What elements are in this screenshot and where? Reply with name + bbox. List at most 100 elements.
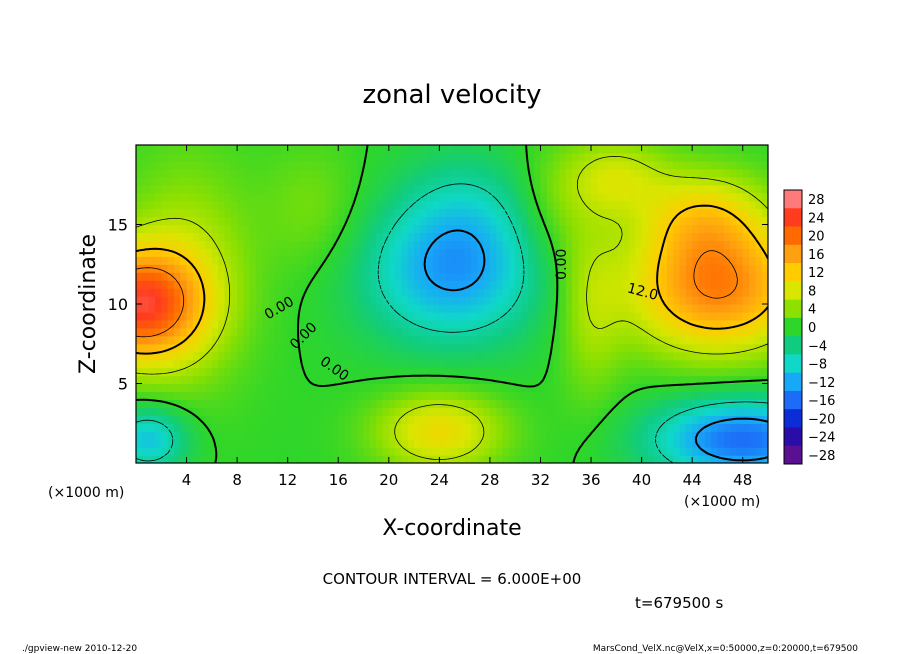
heat-cell (521, 375, 529, 385)
heat-cell (186, 256, 194, 265)
heat-cell (148, 335, 156, 345)
heat-cell (572, 359, 579, 369)
heat-cell (180, 415, 188, 424)
heat-cell (692, 359, 700, 369)
heat-cell (376, 280, 384, 289)
heat-cell (635, 184, 643, 194)
heat-cell (572, 447, 579, 456)
heat-cell (268, 208, 276, 218)
heat-cell (148, 447, 156, 456)
heat-cell (287, 319, 295, 329)
heat-cell (388, 359, 396, 369)
heat-cell (679, 200, 687, 210)
heat-cell (565, 359, 573, 369)
heat-cell (426, 168, 434, 178)
heat-cell (426, 256, 434, 265)
heat-cell (711, 160, 719, 170)
heat-cell (673, 232, 681, 241)
heat-cell (515, 240, 523, 249)
heat-cell (142, 176, 150, 186)
heat-cell (395, 160, 403, 170)
heat-cell (711, 152, 719, 162)
heat-cell (154, 296, 162, 305)
heat-cell (401, 335, 409, 345)
heat-cell (287, 160, 295, 170)
heat-cell (477, 383, 485, 393)
heat-cell (237, 439, 245, 448)
heat-cell (142, 351, 150, 361)
heat-cell (369, 311, 377, 321)
heat-cell (458, 296, 466, 305)
heat-cell (281, 288, 289, 297)
heat-cell (154, 351, 162, 361)
heat-cell (723, 280, 731, 289)
heat-cell (262, 192, 270, 202)
heat-cell (218, 200, 226, 210)
heat-cell (755, 319, 763, 329)
heat-cell (483, 240, 491, 249)
heat-cell (420, 399, 428, 408)
heat-cell (654, 391, 662, 400)
heat-cell (154, 272, 162, 281)
heat-cell (439, 256, 447, 265)
heat-cell (173, 232, 181, 241)
heat-cell (508, 168, 516, 178)
heat-cell (711, 319, 719, 329)
heat-cell (622, 160, 630, 170)
heat-cell (736, 224, 744, 234)
heat-cell (319, 256, 327, 265)
heat-cell (237, 455, 245, 463)
heat-cell (692, 224, 700, 234)
heat-cell (521, 455, 529, 463)
heat-cell (154, 160, 162, 170)
heat-cell (401, 351, 409, 361)
heat-cell (186, 240, 194, 249)
heat-cell (761, 311, 768, 321)
heat-cell (306, 327, 314, 337)
heat-cell (515, 296, 523, 305)
heat-cell (363, 335, 371, 345)
heat-cell (616, 184, 624, 194)
heat-cell (635, 192, 643, 202)
heat-cell (565, 391, 573, 400)
heat-cell (344, 351, 352, 361)
heat-cell (262, 304, 270, 313)
heat-cell (572, 407, 579, 416)
heat-cell (597, 288, 605, 297)
heat-cell (192, 200, 200, 210)
heat-cell (439, 375, 447, 385)
heat-cell (256, 367, 263, 377)
heat-cell (654, 152, 662, 162)
heat-cell (515, 304, 523, 313)
heat-cell (647, 304, 655, 313)
heat-cell (622, 296, 630, 305)
heat-cell (578, 208, 586, 218)
heat-cell (508, 423, 516, 432)
heat-cell (186, 208, 194, 218)
heat-cell (338, 391, 346, 400)
heat-cell (180, 256, 188, 265)
heat-cell (565, 423, 573, 432)
heat-cell (635, 343, 643, 353)
heat-cell (199, 272, 207, 281)
heat-cell (591, 383, 598, 393)
heat-cell (647, 216, 655, 226)
heat-cell (666, 383, 674, 393)
heat-cell (154, 288, 162, 297)
heat-cell (515, 423, 523, 432)
heat-cell (268, 447, 276, 456)
heat-cell (401, 319, 409, 329)
heat-cell (717, 351, 725, 361)
heat-cell (287, 248, 295, 257)
heat-cell (527, 145, 535, 154)
heat-cell (173, 296, 181, 305)
heat-cell (218, 351, 226, 361)
heat-cell (635, 415, 643, 424)
heat-cell (622, 375, 630, 385)
heat-cell (685, 256, 693, 265)
heat-cell (300, 311, 308, 321)
heat-cell (173, 383, 181, 393)
heat-cell (464, 439, 472, 448)
heat-cell (420, 319, 428, 329)
heat-cell (401, 184, 409, 194)
